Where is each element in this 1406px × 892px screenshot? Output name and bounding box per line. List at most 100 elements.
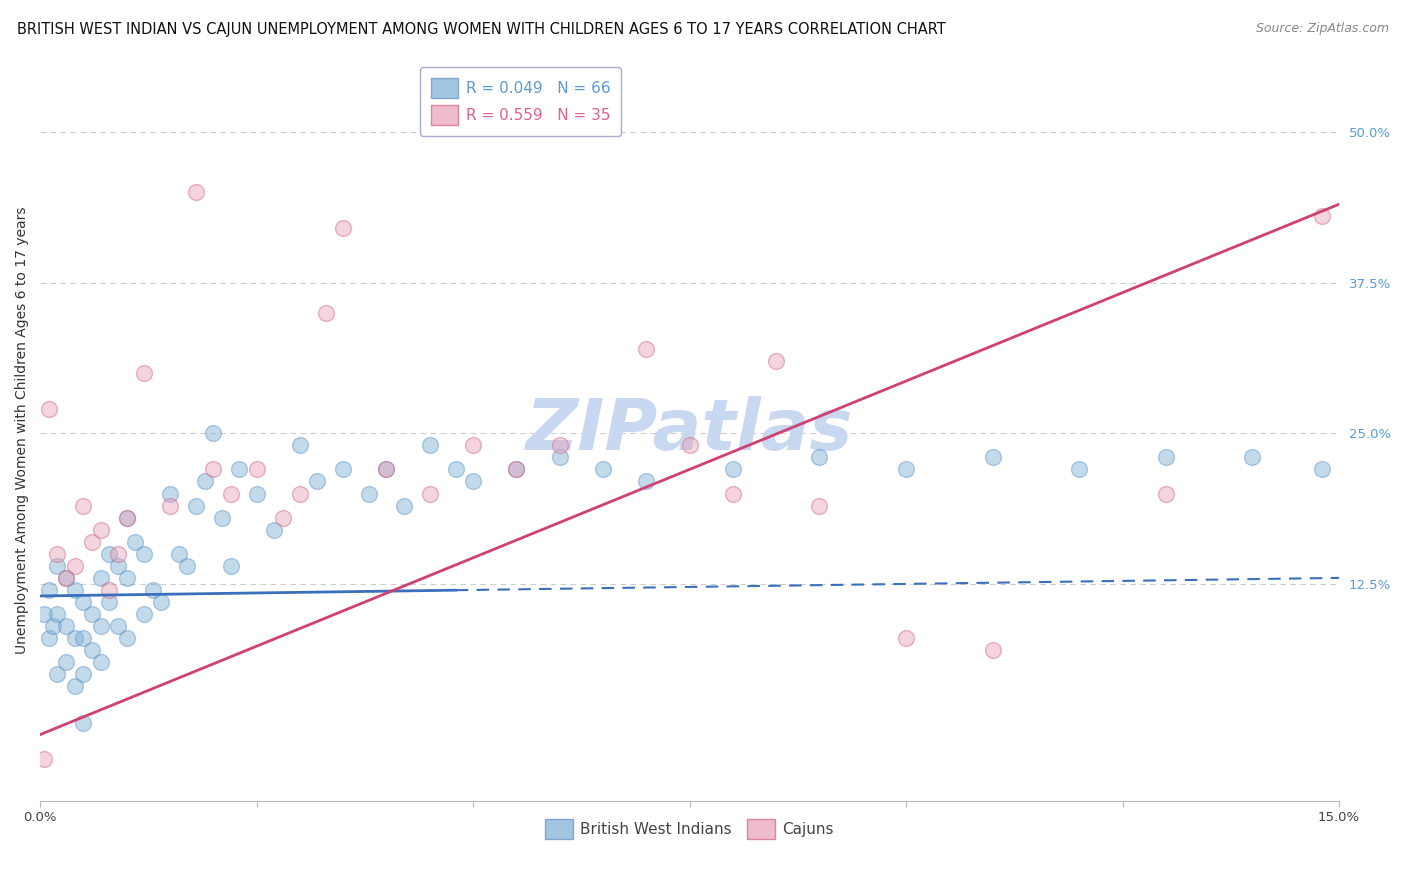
- Point: [159, 486, 181, 500]
- Text: Source: ZipAtlas.com: Source: ZipAtlas.com: [1256, 22, 1389, 36]
- Point: [72, 499, 94, 513]
- Point: [80, 534, 103, 549]
- Point: [55, 655, 77, 669]
- Point: [1154, 450, 1177, 465]
- Point: [55, 571, 77, 585]
- Point: [34, 607, 56, 621]
- Point: [228, 462, 250, 476]
- Point: [90, 523, 112, 537]
- Point: [115, 571, 138, 585]
- Point: [332, 221, 354, 235]
- Point: [98, 547, 121, 561]
- Point: [42, 619, 65, 633]
- Point: [194, 475, 217, 489]
- Point: [63, 582, 86, 597]
- Point: [246, 462, 269, 476]
- Point: [34, 752, 56, 766]
- Point: [307, 475, 329, 489]
- Point: [1310, 462, 1333, 476]
- Point: [90, 619, 112, 633]
- Point: [288, 438, 311, 452]
- Point: [80, 643, 103, 657]
- Point: [1069, 462, 1091, 476]
- Point: [167, 547, 190, 561]
- Point: [392, 499, 415, 513]
- Point: [894, 462, 917, 476]
- Point: [150, 595, 173, 609]
- Point: [132, 547, 155, 561]
- Point: [202, 462, 225, 476]
- Point: [288, 486, 311, 500]
- Point: [38, 582, 60, 597]
- Point: [176, 558, 198, 573]
- Point: [107, 619, 129, 633]
- Point: [142, 582, 165, 597]
- Point: [132, 366, 155, 380]
- Point: [592, 462, 614, 476]
- Point: [46, 558, 69, 573]
- Point: [548, 450, 571, 465]
- Point: [63, 679, 86, 693]
- Point: [132, 607, 155, 621]
- Point: [332, 462, 354, 476]
- Point: [184, 499, 207, 513]
- Point: [548, 438, 571, 452]
- Point: [211, 510, 233, 524]
- Point: [315, 306, 337, 320]
- Point: [46, 547, 69, 561]
- Point: [808, 450, 831, 465]
- Point: [202, 426, 225, 441]
- Point: [90, 571, 112, 585]
- Point: [246, 486, 269, 500]
- Point: [721, 462, 744, 476]
- Y-axis label: Unemployment Among Women with Children Ages 6 to 17 years: Unemployment Among Women with Children A…: [15, 206, 30, 654]
- Point: [63, 558, 86, 573]
- Point: [46, 607, 69, 621]
- Point: [444, 462, 467, 476]
- Text: ZIPatlas: ZIPatlas: [526, 396, 853, 465]
- Point: [55, 571, 77, 585]
- Point: [107, 558, 129, 573]
- Point: [107, 547, 129, 561]
- Point: [375, 462, 398, 476]
- Point: [72, 667, 94, 681]
- Point: [678, 438, 700, 452]
- Point: [461, 475, 484, 489]
- Point: [38, 631, 60, 645]
- Point: [765, 354, 787, 368]
- Point: [115, 510, 138, 524]
- Point: [80, 607, 103, 621]
- Point: [1310, 209, 1333, 223]
- Point: [115, 631, 138, 645]
- Point: [981, 450, 1004, 465]
- Point: [359, 486, 381, 500]
- Point: [46, 667, 69, 681]
- Point: [219, 558, 242, 573]
- Point: [98, 582, 121, 597]
- Point: [184, 185, 207, 199]
- Point: [72, 595, 94, 609]
- Point: [505, 462, 527, 476]
- Point: [721, 486, 744, 500]
- Point: [1154, 486, 1177, 500]
- Point: [63, 631, 86, 645]
- Point: [72, 715, 94, 730]
- Point: [98, 595, 121, 609]
- Point: [461, 438, 484, 452]
- Point: [263, 523, 285, 537]
- Point: [981, 643, 1004, 657]
- Text: BRITISH WEST INDIAN VS CAJUN UNEMPLOYMENT AMONG WOMEN WITH CHILDREN AGES 6 TO 17: BRITISH WEST INDIAN VS CAJUN UNEMPLOYMEN…: [17, 22, 946, 37]
- Point: [894, 631, 917, 645]
- Point: [90, 655, 112, 669]
- Point: [375, 462, 398, 476]
- Point: [124, 534, 146, 549]
- Point: [636, 475, 658, 489]
- Point: [271, 510, 294, 524]
- Point: [72, 631, 94, 645]
- Legend: British West Indians, Cajuns: British West Indians, Cajuns: [538, 814, 839, 845]
- Point: [1241, 450, 1264, 465]
- Point: [55, 619, 77, 633]
- Point: [808, 499, 831, 513]
- Point: [159, 499, 181, 513]
- Point: [419, 486, 441, 500]
